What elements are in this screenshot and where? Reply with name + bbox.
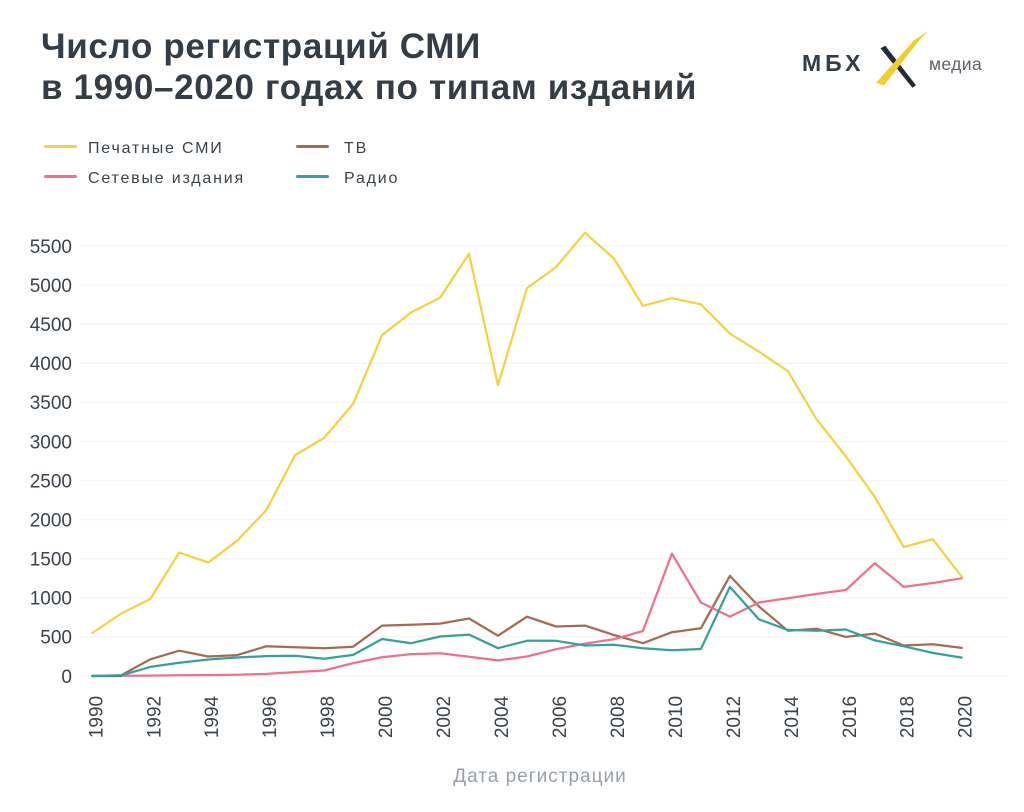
svg-text:0: 0 [61, 667, 72, 688]
svg-text:1994: 1994 [202, 695, 223, 738]
svg-text:2500: 2500 [30, 471, 72, 492]
svg-text:2006: 2006 [550, 696, 571, 738]
svg-text:2016: 2016 [840, 696, 861, 738]
svg-text:3500: 3500 [30, 393, 72, 414]
svg-text:1992: 1992 [144, 696, 165, 738]
svg-text:3000: 3000 [30, 432, 72, 453]
svg-text:4500: 4500 [30, 315, 72, 336]
svg-text:2002: 2002 [434, 696, 455, 738]
svg-text:1996: 1996 [260, 696, 281, 738]
svg-text:4000: 4000 [30, 354, 72, 375]
svg-text:5000: 5000 [30, 276, 72, 297]
svg-text:5500: 5500 [30, 237, 72, 258]
svg-text:1998: 1998 [318, 696, 339, 738]
svg-text:2000: 2000 [376, 696, 397, 738]
svg-text:2010: 2010 [666, 696, 687, 738]
svg-text:1500: 1500 [30, 550, 72, 571]
svg-text:2000: 2000 [30, 510, 72, 531]
svg-text:2008: 2008 [608, 696, 629, 738]
svg-text:1000: 1000 [30, 589, 72, 610]
svg-text:2018: 2018 [898, 696, 919, 738]
svg-text:2012: 2012 [724, 696, 745, 738]
svg-text:1990: 1990 [86, 696, 107, 738]
svg-text:2004: 2004 [492, 695, 513, 738]
svg-text:Дата регистрации: Дата регистрации [453, 766, 626, 787]
svg-text:2014: 2014 [782, 695, 803, 738]
svg-text:500: 500 [40, 628, 72, 649]
svg-text:2020: 2020 [956, 696, 977, 738]
